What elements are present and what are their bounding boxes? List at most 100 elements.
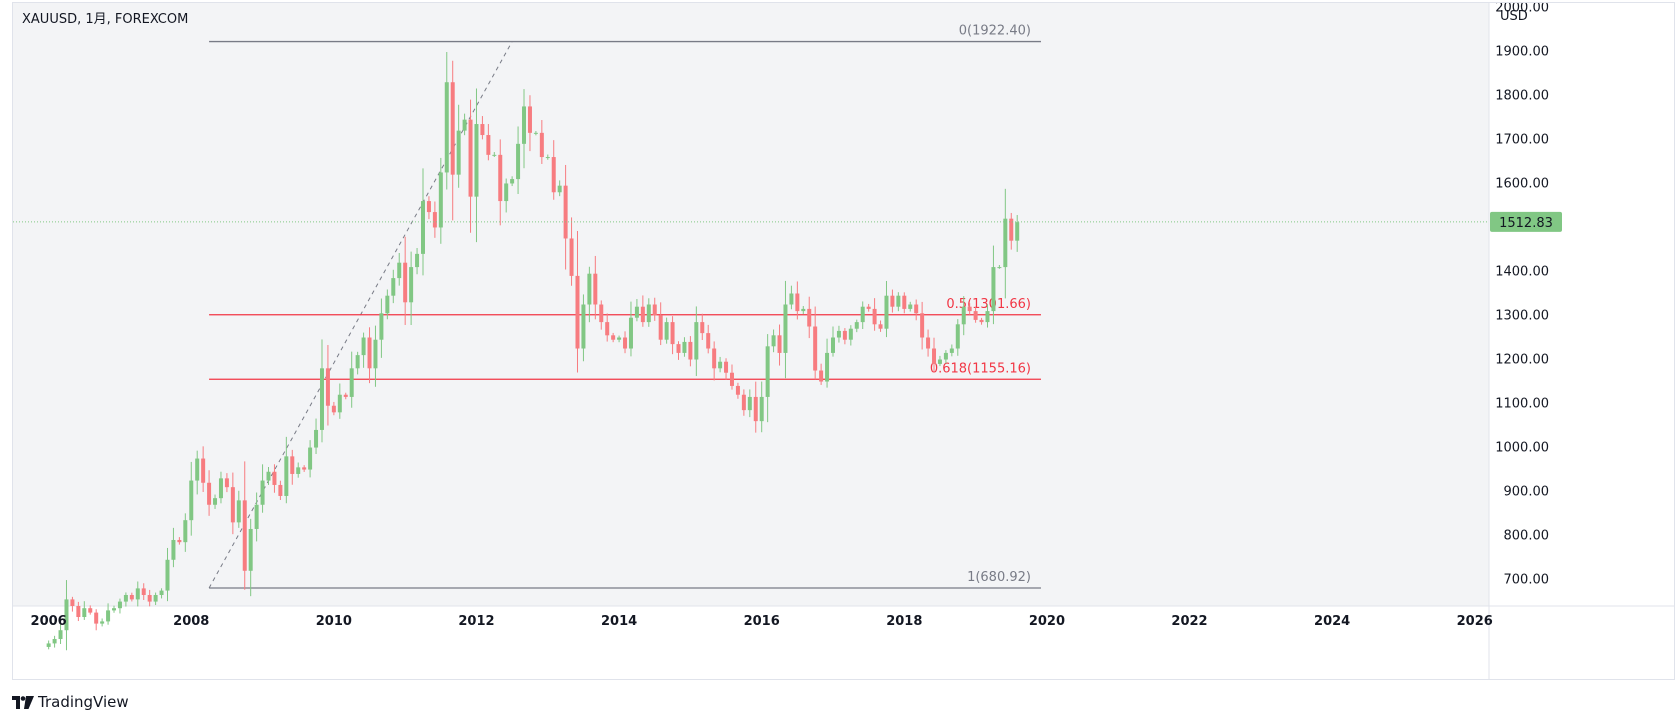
- x-tick-label: 2006: [31, 614, 67, 629]
- candle-body: [278, 484, 283, 496]
- candle-body: [325, 368, 330, 406]
- x-tick-label: 2024: [1314, 614, 1350, 629]
- candle-body: [724, 361, 729, 373]
- fibonacci-retracement[interactable]: 0(1922.40) 0.5(1301.66) 0.618(1155.16) 1(68…: [208, 24, 1041, 589]
- candlestick-chart[interactable]: 0(1922.40) 0.5(1301.66) 0.618(1155.16) 1(68…: [13, 0, 1674, 679]
- candle-body: [349, 368, 354, 397]
- candle-body: [474, 124, 479, 197]
- candle-body: [551, 157, 556, 193]
- fib-level-label: 1(680.92): [967, 570, 1031, 585]
- candle-body: [224, 478, 229, 488]
- candle-body: [456, 130, 461, 175]
- candle-body: [539, 132, 544, 158]
- candle-body: [646, 304, 651, 323]
- y-tick-label: 1200.00: [1495, 353, 1549, 368]
- candle-body: [628, 317, 633, 349]
- candle-body: [908, 304, 913, 309]
- candle-body: [640, 306, 645, 323]
- candle-body: [617, 337, 622, 340]
- y-tick-label: 1900.00: [1495, 44, 1549, 59]
- candle-body: [361, 337, 366, 356]
- candle-body: [771, 335, 776, 347]
- candle-body: [254, 504, 259, 529]
- candle-body: [878, 324, 883, 329]
- candle-body: [706, 333, 711, 349]
- candle-body: [486, 135, 491, 155]
- candle-body: [385, 295, 390, 314]
- candle-body: [314, 429, 319, 448]
- y-tick-label: 1600.00: [1495, 176, 1549, 191]
- candle-body: [94, 612, 99, 624]
- y-tick-label: 900.00: [1504, 485, 1550, 500]
- candle-body: [516, 143, 521, 180]
- candle-body: [302, 467, 307, 470]
- candle-body: [777, 335, 782, 353]
- y-tick-label: 1700.00: [1495, 132, 1549, 147]
- candle-body: [569, 238, 574, 276]
- candle-body: [236, 500, 241, 523]
- candle-body: [533, 132, 538, 134]
- candle-body: [88, 608, 93, 613]
- x-tick-label: 2020: [1029, 614, 1065, 629]
- candle-body: [664, 322, 669, 340]
- last-price-tag: 1512.83: [1490, 211, 1562, 232]
- tradingview-brand[interactable]: TradingView: [12, 693, 129, 711]
- candle-body: [218, 478, 223, 499]
- candle-body: [308, 447, 313, 470]
- candle-body: [545, 157, 550, 159]
- candle-body: [391, 278, 396, 296]
- candle-body: [331, 405, 336, 413]
- candle-body: [70, 599, 75, 606]
- candle-body: [813, 326, 818, 371]
- candle-body: [961, 306, 966, 325]
- y-tick-label: 800.00: [1504, 529, 1550, 544]
- candle-body: [670, 322, 675, 345]
- time-axis[interactable]: 2006 2008 2010 2012 2014 2016 2018 2020 2022 2024…: [31, 614, 1493, 629]
- candle-body: [658, 315, 663, 340]
- candle-body: [64, 599, 69, 631]
- candle-body: [147, 594, 152, 602]
- x-tick-label: 2008: [173, 614, 209, 629]
- candle-body: [129, 594, 134, 600]
- candle-body: [634, 306, 639, 318]
- candle-body: [575, 275, 580, 349]
- x-tick-label: 2026: [1457, 614, 1493, 629]
- candle-body: [444, 82, 449, 173]
- candle-body: [207, 482, 212, 505]
- candle-body: [581, 304, 586, 349]
- candle-body: [943, 352, 948, 360]
- candle-body: [718, 361, 723, 369]
- candle-body: [522, 106, 527, 144]
- y-tick-label: 1300.00: [1495, 309, 1549, 324]
- symbol-title[interactable]: XAUUSD, 1月, FOREXCOM: [22, 12, 189, 27]
- candle-body: [1009, 218, 1014, 241]
- candle-body: [76, 606, 81, 618]
- y-tick-label: 1000.00: [1495, 441, 1549, 456]
- candle-body: [367, 337, 372, 369]
- candle-body: [735, 385, 740, 395]
- candle-body: [46, 643, 51, 647]
- candle-body: [652, 304, 657, 316]
- x-tick-label: 2018: [886, 614, 922, 629]
- candle-body: [985, 311, 990, 323]
- fib-level-label: 0.618(1155.16): [930, 361, 1031, 376]
- candle-body: [593, 273, 598, 305]
- plot-area[interactable]: [13, 3, 1489, 606]
- candle-body: [973, 311, 978, 320]
- candle-body: [599, 304, 604, 323]
- x-tick-label: 2010: [316, 614, 352, 629]
- candle-body: [825, 352, 830, 382]
- candle-body: [795, 293, 800, 312]
- candle-body: [426, 201, 431, 213]
- candle-body: [1015, 222, 1020, 241]
- candle-body: [789, 293, 794, 305]
- candle-body: [712, 348, 717, 369]
- candle-body: [955, 324, 960, 349]
- candle-body: [729, 372, 734, 386]
- candle-body: [783, 304, 788, 353]
- candle-body: [272, 471, 277, 485]
- candle-body: [319, 368, 324, 430]
- price-axis[interactable]: 700.00 800.00 900.00 1000.00 1100.00 1200.00 1…: [1495, 0, 1550, 588]
- candle-body: [468, 119, 473, 197]
- candle-body: [189, 480, 194, 521]
